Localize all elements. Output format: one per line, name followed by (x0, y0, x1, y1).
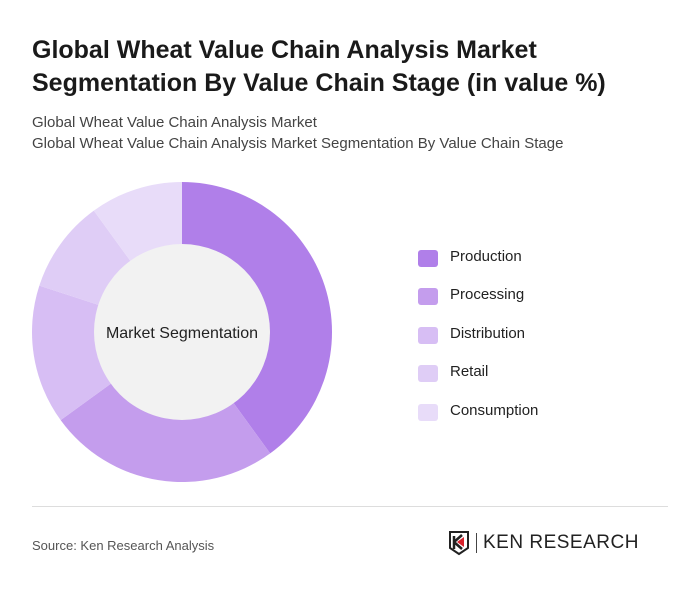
donut-center (94, 244, 270, 420)
legend-swatch (418, 249, 438, 267)
ken-research-logo: KEN RESEARCH (448, 530, 639, 556)
legend-label: Distribution (450, 324, 526, 342)
subtitle-segmentation: Global Wheat Value Chain Analysis Market… (32, 135, 564, 152)
divider (32, 506, 668, 507)
donut-chart: Market Segmentation (32, 182, 332, 482)
legend: Production Processing Distribution Retai… (418, 245, 538, 438)
center-label: Market Segmentation (106, 325, 258, 342)
legend-label: Processing (450, 286, 525, 304)
legend-item-processing: Processing (418, 284, 538, 323)
legend-swatch (418, 365, 438, 383)
legend-swatch (418, 288, 438, 306)
legend-item-distribution: Distribution (418, 322, 538, 361)
legend-swatch (418, 403, 438, 421)
legend-item-consumption: Consumption (418, 399, 538, 438)
source-note: Source: Ken Research Analysis (32, 538, 215, 553)
legend-swatch (418, 326, 438, 344)
subtitle-market: Global Wheat Value Chain Analysis Market (32, 114, 317, 131)
logo-text: KEN RESEARCH (483, 532, 639, 553)
ken-logo-icon (449, 531, 469, 556)
legend-item-retail: Retail (418, 361, 538, 400)
legend-label: Production (450, 247, 522, 265)
legend-label: Consumption (450, 401, 539, 419)
legend-label: Retail (450, 363, 489, 381)
legend-item-production: Production (418, 245, 538, 284)
chart-title: Global Wheat Value Chain Analysis Market… (32, 36, 606, 97)
